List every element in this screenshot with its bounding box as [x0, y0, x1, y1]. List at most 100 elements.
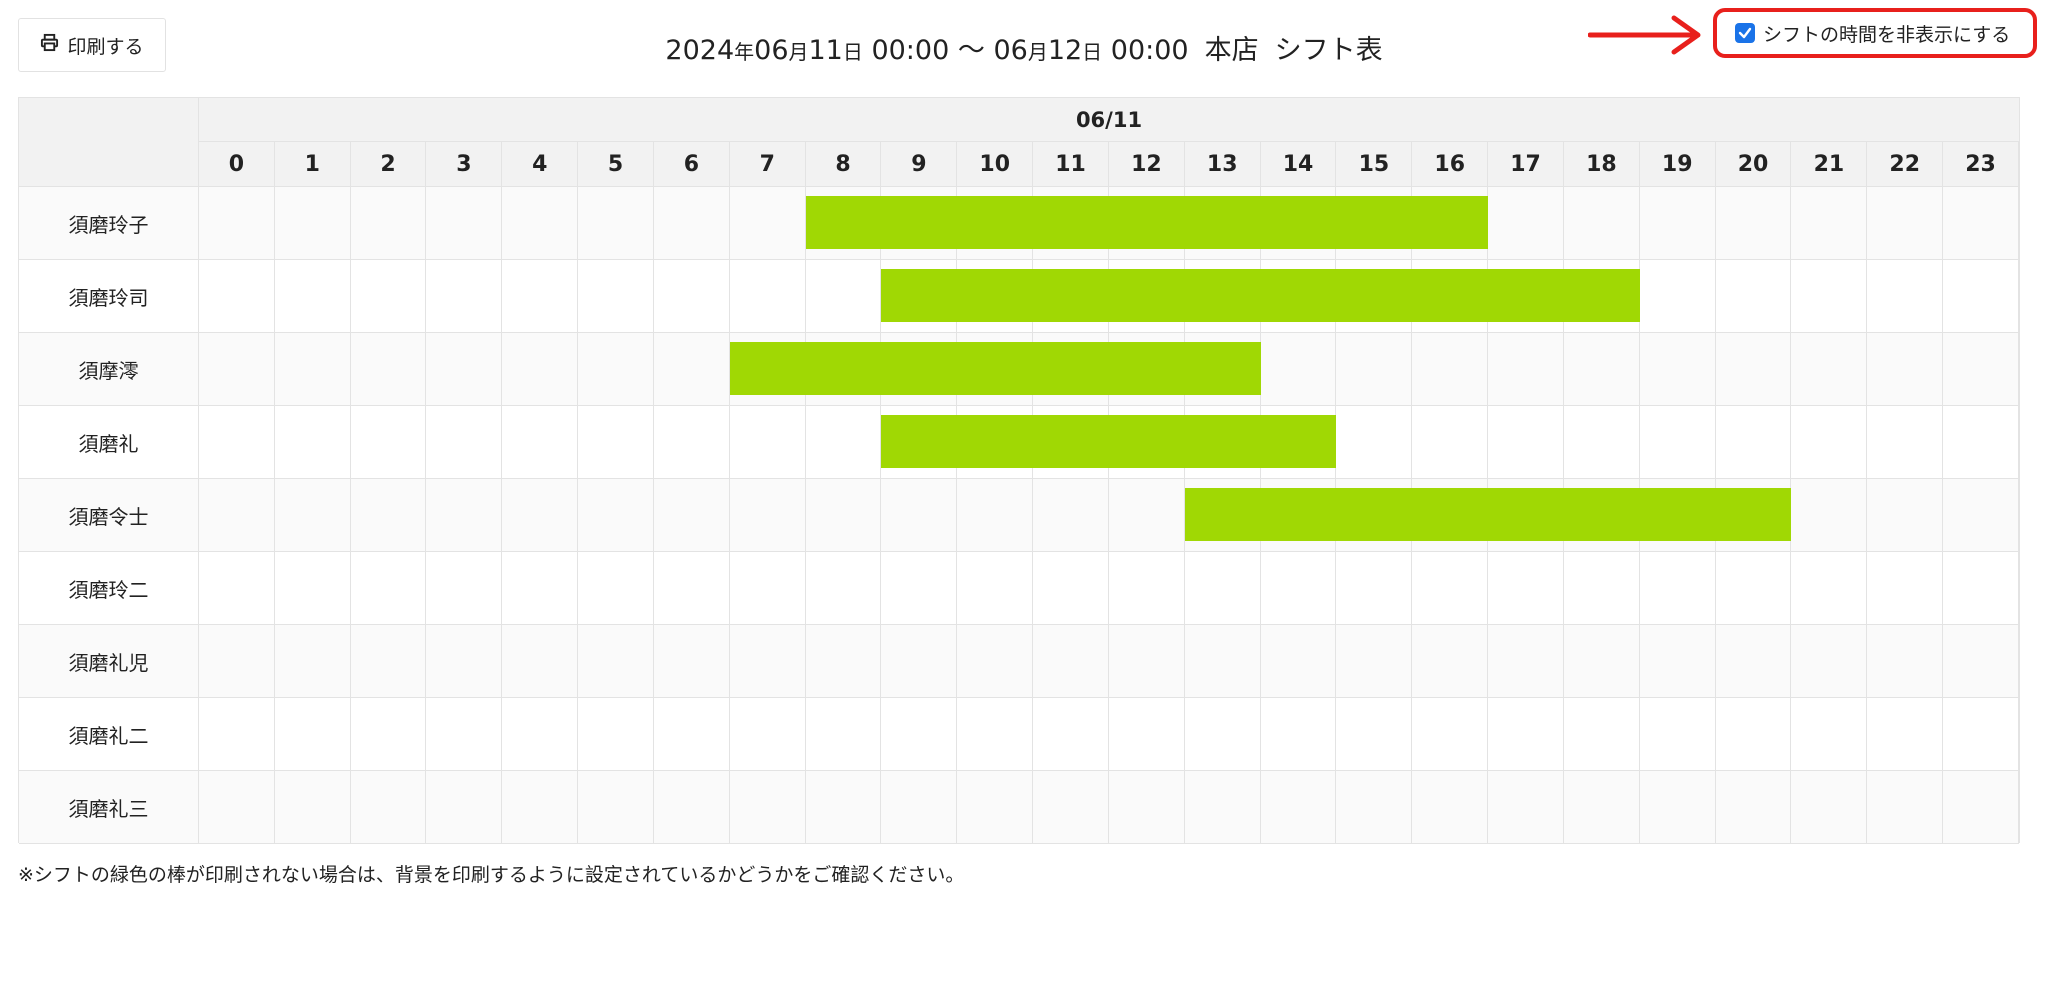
- staff-row: 須磨令士: [19, 479, 2019, 552]
- hide-shift-time-checkbox[interactable]: [1735, 23, 1755, 43]
- hour-slot: [1640, 698, 1716, 770]
- hour-slot: [426, 479, 503, 551]
- hour-slot: [351, 552, 427, 624]
- hour-slot: [1261, 625, 1337, 697]
- hour-slot: [1943, 260, 2019, 332]
- hour-slot: [957, 552, 1034, 624]
- hour-slot: [199, 625, 275, 697]
- hour-slot: [1412, 333, 1489, 405]
- hour-slot: [351, 260, 427, 332]
- hour-slot: [199, 479, 275, 551]
- hour-slot: [730, 260, 806, 332]
- staff-name: 須磨玲子: [19, 187, 199, 259]
- hour-slot: [957, 625, 1034, 697]
- hour-header: 17: [1488, 142, 1564, 187]
- hour-slot: [1185, 552, 1261, 624]
- hour-slot: [1261, 771, 1337, 843]
- hour-slot: [881, 771, 958, 843]
- shift-bar: [729, 342, 1261, 395]
- hour-slot: [351, 187, 427, 259]
- hour-slot: [1336, 625, 1413, 697]
- shift-table: 06/11 0 1 2 3 4 5 6 7 8 9 10 11 12 13 14 15 16 17 18 19 20 21…: [18, 97, 2020, 844]
- hour-slot: [1943, 625, 2019, 697]
- staff-row: 須磨玲子: [19, 187, 2019, 260]
- hour-slot: [578, 552, 654, 624]
- hour-slot: [806, 698, 882, 770]
- shift-bar: [1184, 488, 1792, 541]
- hour-slot: [1488, 333, 1564, 405]
- hour-slot: [426, 552, 503, 624]
- hide-shift-time-label: シフトの時間を非表示にする: [1763, 23, 2011, 46]
- hour-slot: [578, 625, 654, 697]
- hour-slot: [1185, 771, 1261, 843]
- hour-slot: [1185, 625, 1261, 697]
- staff-name: 須摩澪: [19, 333, 199, 405]
- hour-slot: [199, 771, 275, 843]
- hour-slot: [1488, 552, 1564, 624]
- hour-slot: [578, 260, 654, 332]
- hour-slot: [351, 771, 427, 843]
- hour-slot: [881, 698, 958, 770]
- sheet-name: シフト表: [1274, 35, 1383, 66]
- hour-slot: [275, 771, 351, 843]
- print-button-label: 印刷する: [67, 35, 144, 58]
- shift-bar: [881, 269, 1640, 322]
- staff-name: 須磨玲司: [19, 260, 199, 332]
- hour-slot: [1488, 771, 1564, 843]
- hour-slot: [1640, 260, 1716, 332]
- hour-slot: [730, 406, 806, 478]
- staff-name: 須磨礼: [19, 406, 199, 478]
- hour-slot: [275, 552, 351, 624]
- hour-slot: [502, 333, 579, 405]
- hide-shift-time-toggle[interactable]: シフトの時間を非表示にする: [1713, 8, 2037, 58]
- hour-slot: [275, 187, 351, 259]
- hour-slot: [275, 260, 351, 332]
- hour-slot: [1261, 698, 1337, 770]
- hour-slot: [1336, 771, 1413, 843]
- shift-bar: [881, 415, 1337, 468]
- hour-header: 7: [729, 142, 806, 187]
- hour-slot: [1033, 771, 1109, 843]
- hour-slot: [1564, 187, 1640, 259]
- hour-slot: [1867, 625, 1944, 697]
- hour-slot: [1033, 625, 1109, 697]
- hour-slot: [957, 479, 1034, 551]
- hour-slot: [502, 406, 579, 478]
- hour-slot: [1033, 698, 1109, 770]
- hour-slot: [881, 625, 958, 697]
- hour-slot: [275, 406, 351, 478]
- hour-slot: [1033, 479, 1109, 551]
- hour-slot: [1943, 479, 2019, 551]
- hour-slot: [578, 333, 654, 405]
- hour-slot: [1716, 771, 1792, 843]
- hour-header: 11: [1033, 142, 1109, 187]
- hour-slot: [275, 698, 351, 770]
- hour-slot: [806, 260, 882, 332]
- hour-slot: [351, 333, 427, 405]
- staff-name: 須磨礼二: [19, 698, 199, 770]
- hour-header: 6: [653, 142, 730, 187]
- hour-header: 21: [1791, 142, 1868, 187]
- hour-slot: [1867, 187, 1944, 259]
- hour-slot: [654, 333, 730, 405]
- hour-slot: [1412, 698, 1489, 770]
- hour-slot: [654, 479, 730, 551]
- hour-slot: [1867, 479, 1944, 551]
- staff-name: 須磨礼児: [19, 625, 199, 697]
- hour-slot: [502, 771, 579, 843]
- hour-slot: [502, 187, 579, 259]
- hour-slot: [199, 552, 275, 624]
- hour-slot: [275, 479, 351, 551]
- print-button[interactable]: 印刷する: [18, 18, 166, 72]
- staff-row: 須磨礼二: [19, 698, 2019, 771]
- hour-slot: [1488, 625, 1564, 697]
- hour-slot: [1640, 771, 1716, 843]
- hour-header: 8: [805, 142, 882, 187]
- hour-slot: [578, 479, 654, 551]
- hour-slot: [426, 333, 503, 405]
- hour-slot: [578, 698, 654, 770]
- hour-slot: [1791, 625, 1868, 697]
- hour-slot: [806, 406, 882, 478]
- hour-header: 3: [426, 142, 503, 187]
- hour-header: 15: [1336, 142, 1413, 187]
